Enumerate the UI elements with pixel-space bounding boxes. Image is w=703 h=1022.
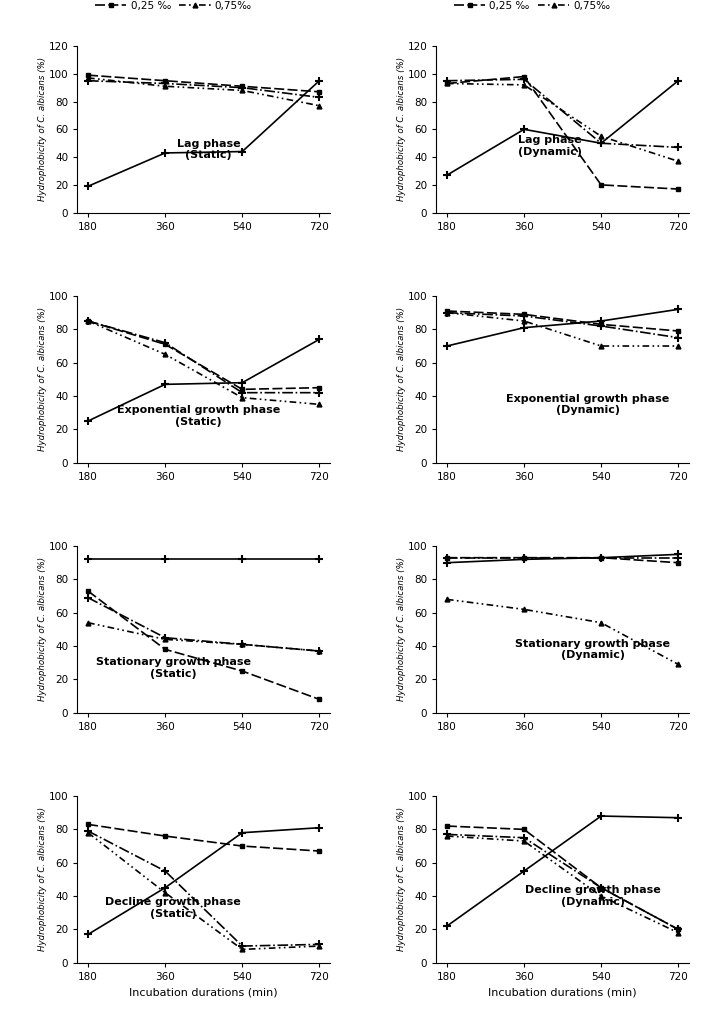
Text: Stationary growth phase
(Dynamic): Stationary growth phase (Dynamic) — [515, 639, 671, 660]
Y-axis label: Hydrophobicity of C. albicans (%): Hydrophobicity of C. albicans (%) — [397, 807, 406, 951]
Legend: Control, 0,25 ‰, 0,5‰, 0,75‰: Control, 0,25 ‰, 0,5‰, 0,75‰ — [454, 0, 611, 11]
X-axis label: Incubation durations (min): Incubation durations (min) — [489, 987, 637, 997]
Y-axis label: Hydrophobicity of C. albicans (%): Hydrophobicity of C. albicans (%) — [397, 308, 406, 452]
Text: Lag phase
(Dynamic): Lag phase (Dynamic) — [518, 135, 582, 156]
Y-axis label: Hydrophobicity of C. albicans (%): Hydrophobicity of C. albicans (%) — [397, 57, 406, 201]
Text: Exponential growth phase
(Static): Exponential growth phase (Static) — [117, 405, 280, 427]
Text: Decline growth phase
(Dynamic): Decline growth phase (Dynamic) — [525, 885, 661, 907]
Y-axis label: Hydrophobicity of C. albicans (%): Hydrophobicity of C. albicans (%) — [38, 557, 47, 701]
Text: Lag phase
(Static): Lag phase (Static) — [177, 139, 240, 160]
Text: Exponential growth phase
(Dynamic): Exponential growth phase (Dynamic) — [506, 393, 669, 415]
X-axis label: Incubation durations (min): Incubation durations (min) — [129, 987, 278, 997]
Text: Decline growth phase
(Static): Decline growth phase (Static) — [105, 897, 241, 919]
Y-axis label: Hydrophobicity of C. albicans (%): Hydrophobicity of C. albicans (%) — [38, 308, 47, 452]
Y-axis label: Hydrophobicity of C. albicans (%): Hydrophobicity of C. albicans (%) — [38, 57, 47, 201]
Text: Stationary growth phase
(Static): Stationary growth phase (Static) — [96, 657, 251, 679]
Legend: Control, 0,25 ‰, 0,5‰, 0,75‰: Control, 0,25 ‰, 0,5‰, 0,75‰ — [95, 0, 252, 11]
Y-axis label: Hydrophobicity of C. albicans (%): Hydrophobicity of C. albicans (%) — [38, 807, 47, 951]
Y-axis label: Hydrophobicity of C. albicans (%): Hydrophobicity of C. albicans (%) — [397, 557, 406, 701]
